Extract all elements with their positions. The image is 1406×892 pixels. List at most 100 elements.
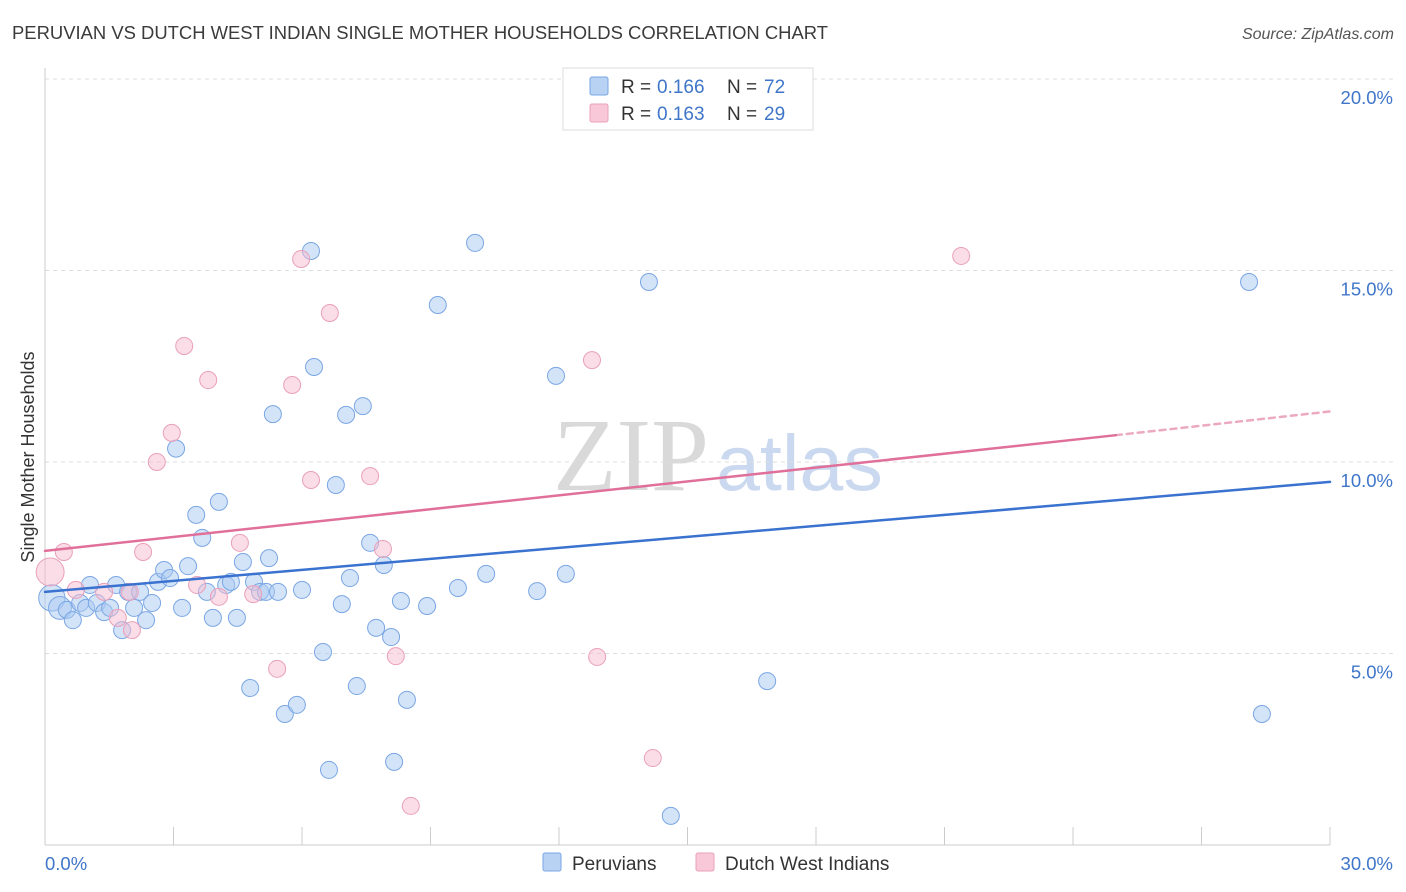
peruvians-legend-swatch [589,76,609,96]
peruvians-point [319,760,338,779]
watermark-zip: ZIP [553,398,709,513]
peruvians-point [332,595,351,614]
peruvians-point [639,272,658,291]
x-tick-label-max: 30.0% [1341,853,1393,874]
dutch-west-indians-point [643,749,662,768]
dutch-west-indians-n-value: 29 [764,104,785,125]
chart-title: PERUVIAN VS DUTCH WEST INDIAN SINGLE MOT… [12,23,828,43]
dutch-west-indians-point [188,575,207,594]
dutch-west-indians-point [361,467,380,486]
peruvians-point [179,557,198,576]
peruvians-point [1240,272,1259,291]
peruvians-point [661,806,680,825]
peruvians-point [275,705,294,724]
peruvians-point [221,572,240,591]
peruvians-point [428,295,447,314]
peruvians-point [173,598,192,617]
dutch-west-indians-series-label: Dutch West Indians [725,854,889,875]
watermark: ZIP atlas [553,398,883,513]
peruvians-point [448,579,467,598]
dutch-west-indians-point [373,539,392,558]
peruvians-point [304,358,323,377]
dutch-west-indians-point [952,246,971,265]
peruvians-point [233,552,252,571]
peruvians-point [1252,705,1271,724]
peruvians-point [287,695,306,714]
trend-lines [43,410,1332,594]
peruvians-point [241,678,260,697]
x-tick-label-min: 0.0% [45,853,87,874]
dutch-west-indians-point [582,351,601,370]
peruvians-point [137,611,156,630]
peruvians-point [382,628,401,647]
peruvians-point [203,608,222,627]
dutch-west-indians-point [175,336,194,355]
dutch-west-indians-point [401,796,420,815]
r-label: R = [621,104,651,125]
y-tick-labels: 5.0% 10.0% 15.0% 20.0% [1341,87,1393,683]
peruvians-point [326,475,345,494]
n-label: N = [727,77,757,98]
dutch-west-indians-point [162,423,181,442]
peruvians-point [269,582,288,601]
dutch-west-indians-point [244,585,263,604]
source-label: Source: ZipAtlas.com [1242,26,1394,43]
peruvians-point [167,439,186,458]
peruvians-point [528,582,547,601]
dutch-west-indians-point [283,376,302,395]
peruvians-point [63,611,82,630]
y-tick-label: 5.0% [1351,662,1393,683]
peruvians-point [466,233,485,252]
peruvians-point [477,564,496,583]
dutch-west-indians-point [268,659,287,678]
dutch-west-indians-point [35,557,65,587]
dutch-west-indians-point [54,543,73,562]
peruvians-point [391,592,410,611]
r-label: R = [621,77,651,98]
peruvians-point [293,580,311,599]
dutch-west-indians-point [108,608,127,627]
dutch-west-indians-trend-line [43,433,1118,553]
peruvians-point [260,549,279,568]
dutch-west-indians-series-swatch [695,852,715,872]
peruvians-legend-stats: R = 0.166 N = 72 [621,77,785,98]
peruvians-series-swatch [542,852,562,872]
peruvians-point [143,593,162,612]
dutch-west-indians-point [292,250,311,269]
correlation-legend: R = 0.166 N = 72 R = 0.163 N = 29 [562,67,814,131]
peruvians-point [313,642,332,661]
dutch-west-indians-point [588,647,607,666]
peruvians-point [161,569,180,588]
peruvians-point [209,492,228,511]
y-axis-title: Single Mother Households [18,351,38,562]
peruvians-point [556,564,575,583]
peruvians-point [263,405,282,424]
dutch-west-indians-point [209,587,228,606]
peruvians-n-value: 72 [764,77,785,98]
peruvians-point [187,505,206,524]
dutch-west-indians-point [122,621,141,640]
dutch-west-indians-point [320,304,339,323]
dutch-west-indians-point [134,543,153,562]
n-label: N = [727,104,757,125]
peruvians-point [193,528,212,547]
peruvians-point [374,556,393,575]
peruvians-point [547,366,566,385]
peruvians-series-label: Peruvians [572,854,657,875]
peruvians-point [397,690,416,709]
peruvians-point [227,608,246,627]
dutch-west-indians-point [301,471,320,490]
peruvians-point [340,569,359,588]
x-ticks [44,827,1331,845]
y-tick-label: 10.0% [1341,470,1393,491]
dutch-west-indians-point [230,533,249,552]
peruvians-point [337,405,356,424]
y-tick-label: 15.0% [1341,279,1393,300]
dutch-west-indians-legend-stats: R = 0.163 N = 29 [621,104,785,125]
peruvians-points [38,233,1271,825]
dutch-west-indians-point [147,453,166,471]
peruvians-point [347,677,366,696]
peruvians-point [353,397,372,416]
peruvians-point [385,752,404,771]
